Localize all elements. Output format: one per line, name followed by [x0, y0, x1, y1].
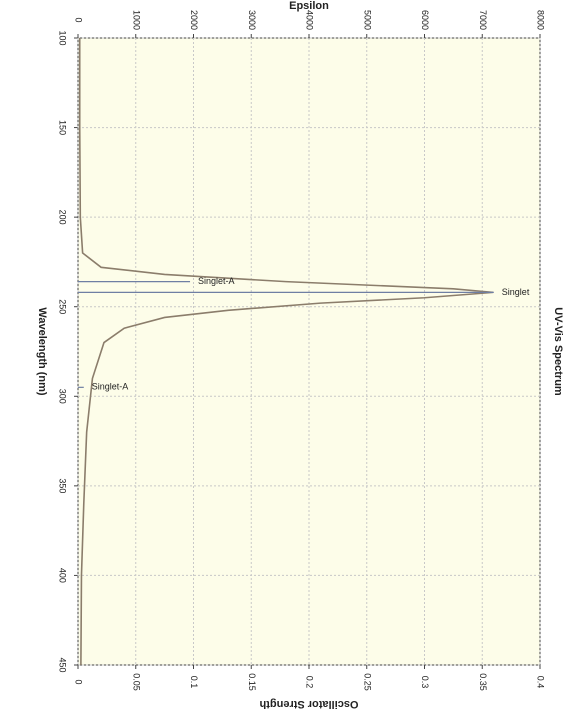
y2-tick-label: 0.4 — [536, 676, 546, 689]
x-tick-label: 450 — [58, 657, 68, 672]
x-tick-label: 150 — [58, 120, 68, 135]
y-tick-label: 7000 — [478, 10, 488, 30]
y2-tick-label: 0.1 — [189, 676, 199, 689]
y-tick-label: 0 — [74, 17, 84, 22]
x-axis-label: Wavelength (nm) — [36, 307, 48, 396]
y-axis-label: Epsilon — [289, 0, 329, 12]
x-tick-label: 200 — [58, 210, 68, 225]
y-tick-label: 3000 — [247, 10, 257, 30]
chart-title: UV-Vis Spectrum — [552, 307, 564, 396]
x-tick-label: 300 — [58, 389, 68, 404]
y2-axis-label: Oscillator Strength — [259, 698, 358, 710]
stick-label: Singlet-A — [198, 276, 235, 286]
x-tick-label: 350 — [58, 478, 68, 493]
y2-tick-label: 0 — [74, 679, 84, 684]
y-tick-label: 6000 — [420, 10, 430, 30]
y2-tick-label: 0.25 — [362, 673, 372, 691]
y2-tick-label: 0.15 — [247, 673, 257, 691]
spectrum-line — [78, 38, 494, 666]
y-tick-label: 4000 — [305, 10, 315, 30]
y2-tick-label: 0.35 — [478, 673, 488, 691]
y2-tick-label: 0.2 — [305, 676, 315, 689]
y-tick-label: 8000 — [536, 10, 546, 30]
y-tick-label: 1000 — [131, 10, 141, 30]
stick-label: Singlet — [502, 287, 530, 297]
y-tick-label: 2000 — [189, 10, 199, 30]
stick-label: Singlet-A — [92, 382, 129, 392]
y2-tick-label: 0.3 — [420, 676, 430, 689]
x-tick-label: 250 — [58, 299, 68, 314]
x-tick-label: 400 — [58, 568, 68, 583]
y-tick-label: 5000 — [362, 10, 372, 30]
x-tick-label: 100 — [58, 30, 68, 45]
y2-tick-label: 0.05 — [131, 673, 141, 691]
